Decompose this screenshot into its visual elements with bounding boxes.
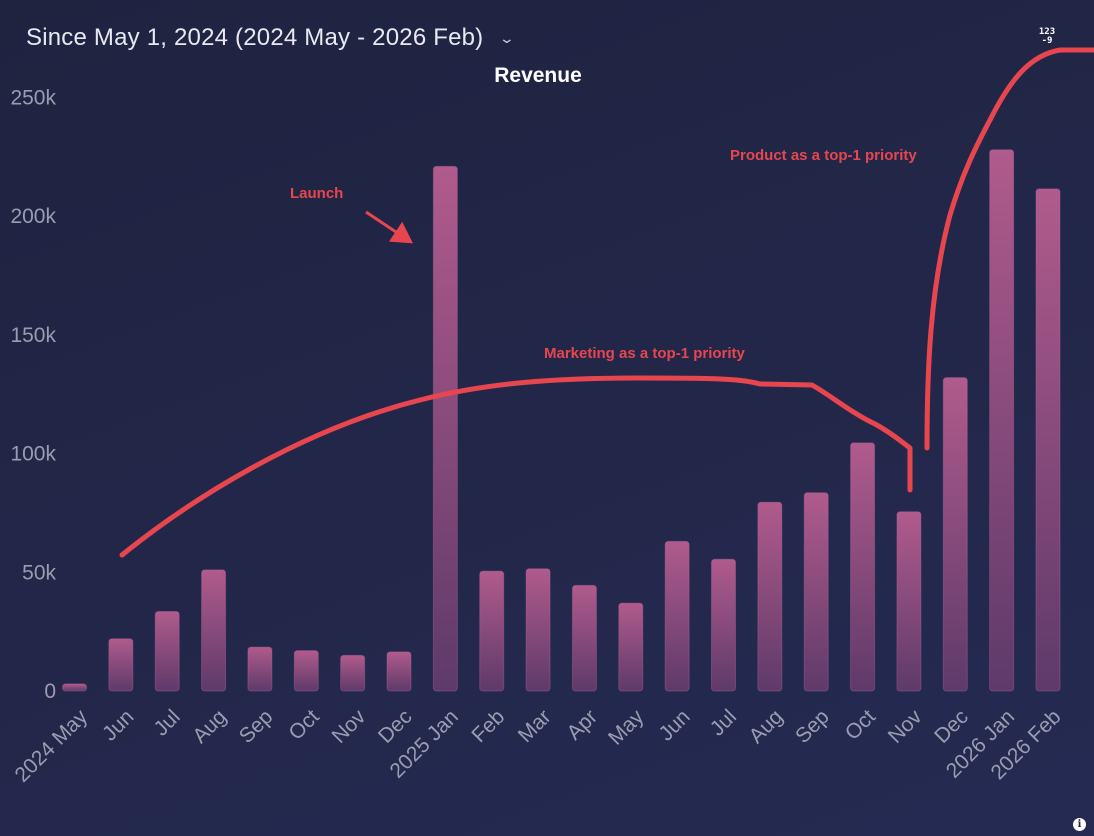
bar-aug[interactable] [201,569,227,692]
bar-nov[interactable] [896,511,922,692]
bar-oct[interactable] [293,650,319,692]
bar-may[interactable] [618,602,644,692]
bar-dec[interactable] [386,651,412,692]
x-tick-label: Feb [467,705,509,747]
number-format-icon[interactable]: 123 -9 [1036,28,1058,50]
bar-jul[interactable] [711,558,736,692]
bar-mar[interactable] [525,568,551,692]
chevron-down-icon: ⌄ [499,29,516,46]
bar-jul[interactable] [154,610,180,692]
bar-dec[interactable] [942,377,968,692]
bar-apr[interactable] [571,584,597,692]
date-range-label: Since May 1, 2024 (2024 May - 2026 Feb) [26,24,484,51]
bar-aug[interactable] [757,501,783,692]
bar-series [62,149,1061,692]
x-tick-label: Nov [884,705,927,748]
x-tick-label: Aug [745,705,788,748]
x-tick-label: 2024 May [11,705,93,787]
bar-2026-jan[interactable] [989,149,1015,692]
product-priority-curve [924,47,1094,451]
bar-2026-feb[interactable] [1035,188,1061,692]
bar-nov[interactable] [340,654,366,692]
y-axis: 0 50k 100k 150k 200k 250k [10,86,56,703]
y-tick-label: 250k [10,86,56,109]
x-tick-label: May [604,705,649,750]
y-tick-label: 200k [10,205,56,228]
x-tick-label: Jun [98,705,138,745]
number-format-text: 123 -9 [1038,27,1056,46]
date-range-selector[interactable]: Since May 1, 2024 (2024 May - 2026 Feb) … [26,24,516,52]
y-tick-label: 0 [44,680,56,703]
x-tick-label: Apr [563,705,602,744]
x-tick-label: Jul [706,705,741,740]
annotation-launch: Launch [290,185,343,202]
x-tick-label: Mar [514,705,556,747]
bar-sep[interactable] [247,646,273,692]
bar-2025-jan[interactable] [432,165,458,692]
x-tick-label: Aug [188,705,231,748]
x-tick-label: Oct [284,705,323,744]
launch-arrow [365,210,413,244]
x-tick-label: Jul [149,705,184,740]
info-icon[interactable]: i [1073,818,1086,831]
bar-jun[interactable] [108,638,134,692]
bar-sep[interactable] [803,492,829,692]
y-tick-label: 50k [22,561,56,584]
bar-oct[interactable] [850,442,876,692]
y-tick-label: 100k [10,443,56,466]
x-tick-label: Oct [841,705,880,744]
x-tick-label: Nov [327,705,370,748]
bar-jun[interactable] [664,540,690,692]
x-tick-label: Sep [791,705,834,748]
y-tick-label: 150k [10,324,56,347]
x-tick-label: Sep [235,705,278,748]
chart-title: Revenue [494,64,582,87]
annotation-product: Product as a top-1 priority [730,147,917,164]
annotation-marketing: Marketing as a top-1 priority [544,345,746,362]
marketing-priority-curve [119,375,913,558]
bar-feb[interactable] [479,570,505,692]
annotations: Launch Marketing as a top-1 priority Pro… [119,47,1094,558]
bar-2024-may[interactable] [62,683,87,692]
x-tick-label: Jun [654,705,694,745]
